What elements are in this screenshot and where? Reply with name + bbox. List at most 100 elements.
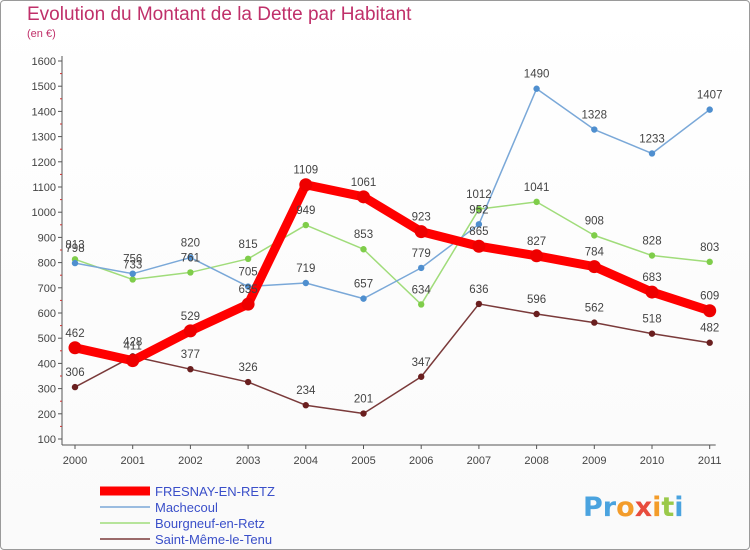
y-tick-label: 200 bbox=[38, 409, 56, 421]
data-point bbox=[68, 341, 82, 355]
data-point bbox=[533, 85, 540, 92]
data-label: 347 bbox=[412, 357, 431, 369]
data-point bbox=[703, 304, 717, 318]
y-tick-label: 1200 bbox=[32, 157, 56, 169]
data-label: 683 bbox=[642, 272, 661, 284]
x-tick-label: 2001 bbox=[120, 455, 144, 467]
series-line bbox=[70, 180, 715, 366]
chart-title: Evolution du Montant de la Dette par Hab… bbox=[27, 4, 412, 25]
data-label: 609 bbox=[700, 291, 719, 303]
data-label: 518 bbox=[642, 314, 661, 326]
data-label: 1012 bbox=[466, 189, 492, 201]
data-point bbox=[475, 300, 483, 308]
data-label: 803 bbox=[700, 242, 719, 254]
y-tick-label: 900 bbox=[38, 232, 56, 244]
y-tick-label: 1100 bbox=[32, 182, 56, 194]
data-label: 784 bbox=[585, 247, 605, 259]
y-tick-label: 1500 bbox=[32, 81, 56, 93]
data-point bbox=[533, 198, 540, 206]
brand-letter: i bbox=[652, 492, 661, 523]
data-label: 1490 bbox=[524, 69, 550, 81]
data-point bbox=[129, 276, 136, 283]
series-line bbox=[74, 87, 711, 300]
data-label: 813 bbox=[65, 239, 84, 251]
data-point bbox=[360, 246, 367, 253]
data-label: 820 bbox=[181, 238, 200, 250]
x-tick-label: 2010 bbox=[640, 455, 664, 467]
data-point bbox=[533, 310, 540, 318]
data-label: 636 bbox=[469, 284, 488, 296]
data-label: 234 bbox=[296, 385, 316, 397]
y-tick-label: 100 bbox=[38, 434, 56, 446]
data-label: 952 bbox=[469, 204, 488, 216]
data-point bbox=[183, 324, 197, 338]
data-label: 827 bbox=[527, 236, 546, 248]
y-tick-label: 1600 bbox=[32, 56, 56, 68]
data-label: 853 bbox=[354, 229, 373, 241]
y-tick-label: 1000 bbox=[32, 207, 56, 219]
data-point bbox=[648, 150, 656, 157]
data-point bbox=[418, 264, 425, 272]
data-point bbox=[302, 279, 309, 287]
data-point bbox=[244, 283, 252, 290]
y-tick-label: 500 bbox=[38, 333, 56, 345]
x-tick-label: 2002 bbox=[178, 455, 202, 467]
brand-letter: t bbox=[661, 492, 674, 523]
data-label: 1041 bbox=[524, 182, 550, 194]
y-tick-label: 1300 bbox=[32, 132, 56, 144]
brand-letter: o bbox=[616, 492, 635, 523]
data-label: 377 bbox=[181, 349, 200, 361]
series-line bbox=[74, 201, 711, 306]
x-tick-label: 2006 bbox=[409, 455, 433, 467]
data-label: 761 bbox=[181, 252, 200, 264]
x-tick-label: 2000 bbox=[63, 455, 87, 467]
y-tick-label: 800 bbox=[38, 258, 56, 270]
data-point bbox=[129, 270, 136, 277]
data-point bbox=[706, 106, 713, 113]
data-label: 306 bbox=[65, 367, 84, 379]
y-tick-label: 400 bbox=[38, 358, 56, 370]
data-label: 1061 bbox=[351, 177, 377, 189]
brand-letter: P bbox=[583, 492, 603, 523]
y-tick-label: 300 bbox=[38, 384, 56, 396]
data-label: 949 bbox=[296, 205, 315, 217]
x-tick-label: 2004 bbox=[294, 455, 318, 467]
data-point bbox=[360, 295, 367, 302]
data-point bbox=[587, 260, 601, 274]
data-point bbox=[475, 221, 483, 228]
data-label: 1328 bbox=[582, 110, 608, 122]
brand-letter: r bbox=[603, 492, 617, 523]
data-point bbox=[244, 378, 252, 386]
data-label: 529 bbox=[181, 311, 200, 323]
data-label: 201 bbox=[354, 394, 373, 406]
data-label: 635 bbox=[239, 284, 258, 296]
y-tick-label: 600 bbox=[38, 308, 56, 320]
data-labels: 3064283773262342013476365965625184828137… bbox=[65, 69, 722, 406]
data-point bbox=[418, 373, 425, 380]
data-point bbox=[244, 255, 252, 263]
brand-logo: Proxiti bbox=[583, 492, 684, 523]
data-label: 562 bbox=[585, 303, 604, 315]
legend-label: Bourgneuf-en-Retz bbox=[155, 516, 265, 531]
data-label: 1233 bbox=[639, 133, 665, 145]
x-tick-label: 2003 bbox=[236, 455, 260, 467]
data-point bbox=[591, 319, 598, 326]
data-label: 815 bbox=[239, 239, 258, 251]
data-label: 733 bbox=[123, 259, 142, 271]
data-label: 1109 bbox=[293, 165, 318, 177]
data-point bbox=[475, 205, 483, 213]
data-point bbox=[530, 249, 544, 263]
data-label: 411 bbox=[124, 341, 142, 353]
data-point bbox=[645, 285, 659, 299]
data-label: 634 bbox=[412, 284, 432, 296]
data-point bbox=[126, 354, 140, 368]
y-tick-label: 1400 bbox=[32, 106, 56, 118]
data-label: 326 bbox=[239, 362, 258, 374]
data-point bbox=[357, 190, 370, 204]
axes: 100 200 300 400 500 600 700 800 900 1000 1100 1200 1… bbox=[32, 56, 722, 467]
x-tick-label: 2005 bbox=[351, 455, 375, 467]
data-point bbox=[648, 330, 656, 337]
data-point bbox=[71, 259, 79, 267]
series-line bbox=[74, 303, 711, 415]
